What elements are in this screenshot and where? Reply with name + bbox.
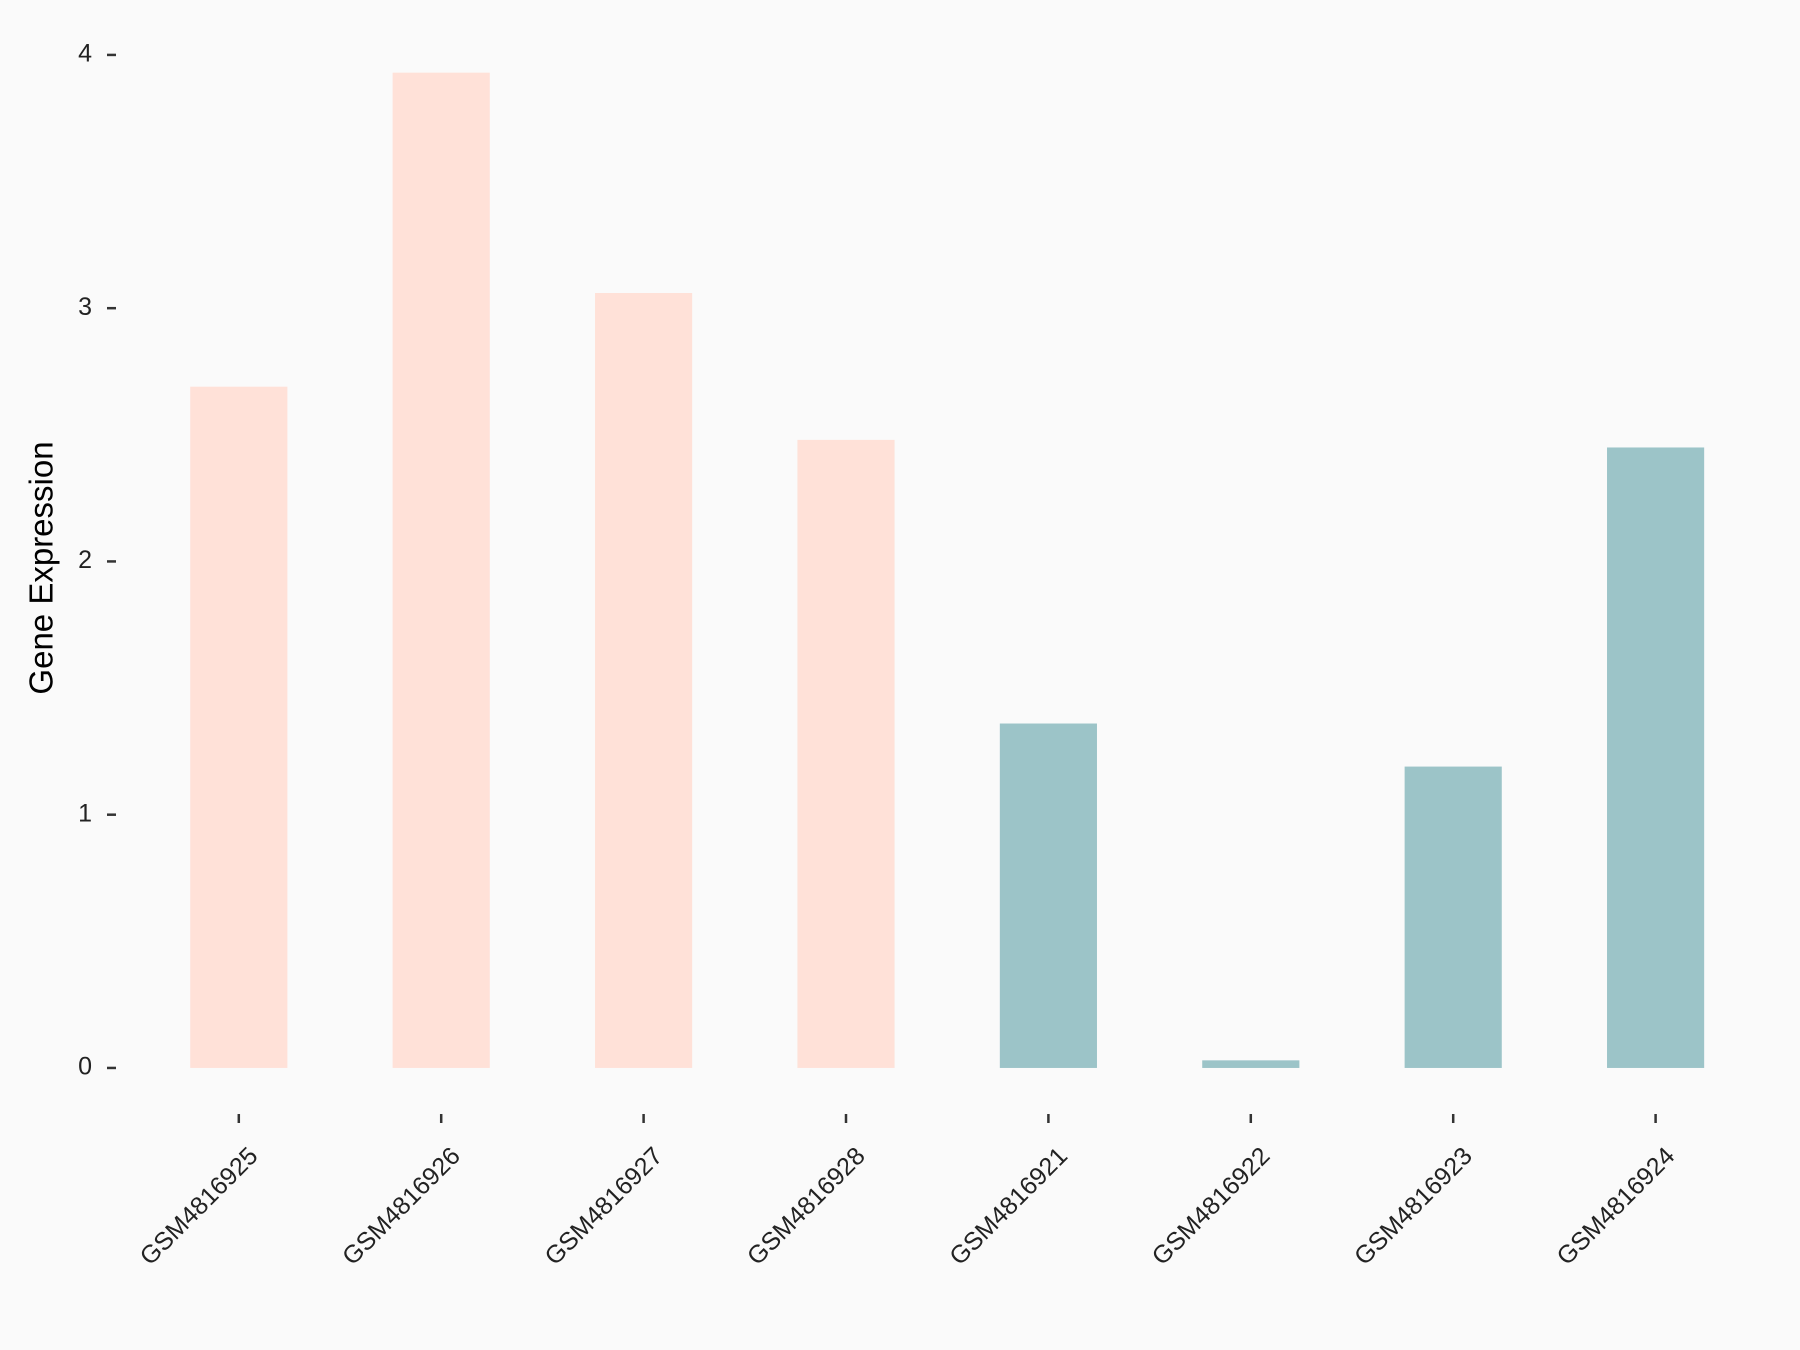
y-tick-label: 1 — [78, 799, 92, 827]
bar — [1404, 766, 1502, 1068]
y-axis-title: Gene Expression — [23, 441, 60, 694]
x-tick-label: GSM4816921 — [944, 1142, 1073, 1271]
x-tick-label: GSM4816923 — [1349, 1142, 1478, 1271]
bar — [999, 723, 1097, 1068]
x-tick-label: GSM4816925 — [135, 1142, 264, 1271]
x-tick-label: GSM4816922 — [1147, 1142, 1276, 1271]
bar — [190, 386, 288, 1068]
y-tick-label: 3 — [78, 293, 92, 321]
x-tick-label: GSM4816928 — [742, 1142, 871, 1271]
bar — [797, 439, 895, 1068]
x-tick-label: GSM4816927 — [539, 1142, 668, 1271]
x-tick-label: GSM4816926 — [337, 1142, 466, 1271]
bar — [1202, 1060, 1300, 1068]
y-tick-label: 4 — [78, 40, 92, 68]
bar — [392, 72, 490, 1068]
x-tick-label: GSM4816924 — [1551, 1142, 1680, 1271]
bar — [595, 292, 693, 1068]
y-tick-label: 0 — [78, 1053, 92, 1081]
y-tick-label: 2 — [78, 546, 92, 574]
bar — [1607, 447, 1705, 1068]
